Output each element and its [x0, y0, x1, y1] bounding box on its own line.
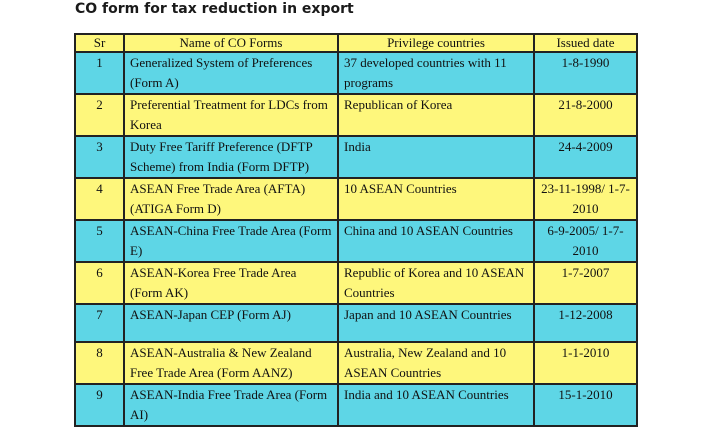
cell-sr: 1 [74, 51, 125, 95]
table-row: 1 Generalized System of Preferences (Form… [74, 51, 638, 95]
cell-issued-date: 1-1-2010 [533, 341, 638, 385]
cell-form-name: ASEAN-Korea Free Trade Area (Form AK) [123, 261, 339, 305]
table-row: 7 ASEAN-Japan CEP (Form AJ) Japan and 10 A… [74, 303, 638, 343]
cell-sr: 2 [74, 93, 125, 137]
table-row: 2 Preferential Treatment for LDCs from Ko… [74, 93, 638, 137]
header-privilege: Privilege countries [337, 33, 535, 53]
cell-form-name: Duty Free Tariff Preference (DFTP Scheme… [123, 135, 339, 179]
table-row: 4 ASEAN Free Trade Area (AFTA) (ATIGA For… [74, 177, 638, 221]
table-row: 6 ASEAN-Korea Free Trade Area (Form AK) Re… [74, 261, 638, 305]
cell-form-name: Generalized System of Preferences (Form … [123, 51, 339, 95]
cell-issued-date: 1-12-2008 [533, 303, 638, 343]
cell-form-name: ASEAN-Australia & New Zealand Free Trade… [123, 341, 339, 385]
cell-issued-date: 6-9-2005/ 1-7-2010 [533, 219, 638, 263]
cell-form-name: ASEAN Free Trade Area (AFTA) (ATIGA Form… [123, 177, 339, 221]
table-header-row: Sr Name of CO Forms Privilege countries … [74, 33, 638, 53]
cell-privilege: Australia, New Zealand and 10 ASEAN Coun… [337, 341, 535, 385]
table-row: 8 ASEAN-Australia & New Zealand Free Trad… [74, 341, 638, 385]
cell-sr: 5 [74, 219, 125, 263]
cell-privilege: 37 developed countries with 11 programs [337, 51, 535, 95]
page-title: CO form for tax reduction in export [75, 1, 354, 17]
cell-privilege: Republic of Korea and 10 ASEAN Countries [337, 261, 535, 305]
cell-issued-date: 21-8-2000 [533, 93, 638, 137]
table-row: 5 ASEAN-China Free Trade Area (Form E) Chi… [74, 219, 638, 263]
cell-form-name: Preferential Treatment for LDCs from Kor… [123, 93, 339, 137]
cell-form-name: ASEAN-Japan CEP (Form AJ) [123, 303, 339, 343]
table-row: 3 Duty Free Tariff Preference (DFTP Schem… [74, 135, 638, 179]
cell-form-name: ASEAN-China Free Trade Area (Form E) [123, 219, 339, 263]
cell-privilege: Republican of Korea [337, 93, 535, 137]
header-sr: Sr [74, 33, 125, 53]
co-forms-table: Sr Name of CO Forms Privilege countries … [74, 33, 638, 427]
cell-issued-date: 24-4-2009 [533, 135, 638, 179]
cell-sr: 8 [74, 341, 125, 385]
header-date: Issued date [533, 33, 638, 53]
cell-sr: 3 [74, 135, 125, 179]
cell-privilege: 10 ASEAN Countries [337, 177, 535, 221]
cell-privilege: China and 10 ASEAN Countries [337, 219, 535, 263]
cell-privilege: Japan and 10 ASEAN Countries [337, 303, 535, 343]
header-name: Name of CO Forms [123, 33, 339, 53]
cell-issued-date: 1-8-1990 [533, 51, 638, 95]
cell-issued-date: 1-7-2007 [533, 261, 638, 305]
cell-issued-date: 23-11-1998/ 1-7-2010 [533, 177, 638, 221]
cell-sr: 4 [74, 177, 125, 221]
cell-privilege: India [337, 135, 535, 179]
cell-sr: 6 [74, 261, 125, 305]
cell-sr: 7 [74, 303, 125, 343]
